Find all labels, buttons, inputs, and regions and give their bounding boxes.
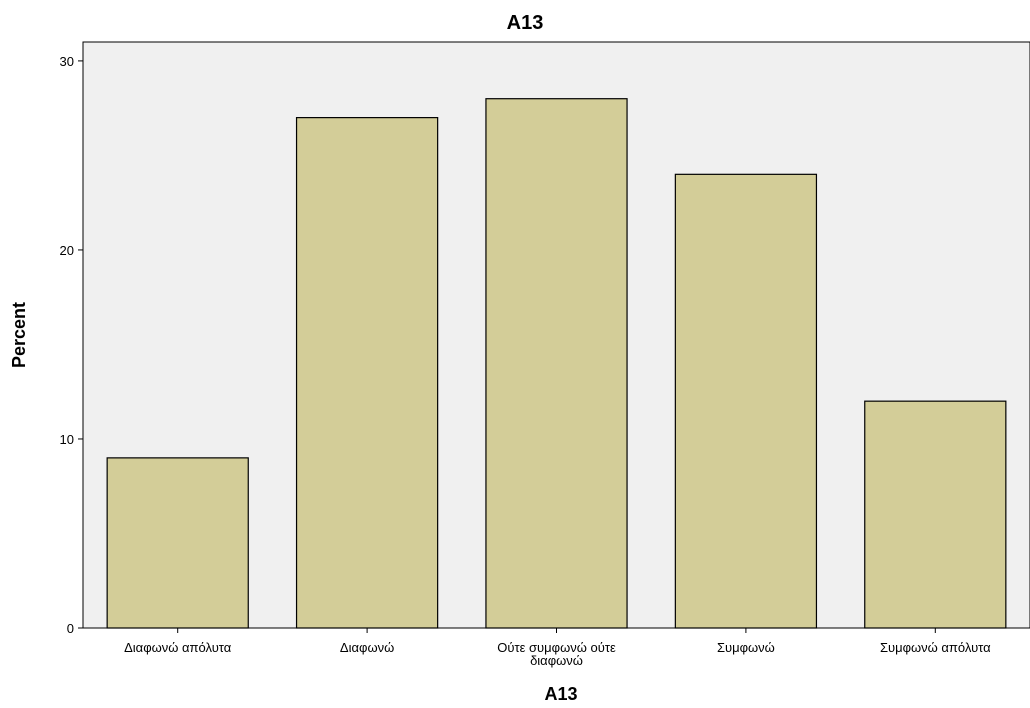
x-category-label: Διαφωνώ (340, 640, 394, 655)
y-tick-label: 20 (60, 243, 74, 258)
chart-title: A13 (507, 12, 544, 34)
y-tick-label: 10 (60, 432, 74, 447)
bar (864, 400, 1007, 629)
x-category-label-line: Συμφωνώ απόλυτα (880, 640, 991, 655)
x-category-label-line: Διαφωνώ απόλυτα (124, 640, 232, 655)
x-category-label: Συμφωνώ απόλυτα (880, 640, 991, 655)
y-tick-label: 30 (60, 54, 74, 69)
bar (106, 457, 249, 629)
y-axis-title: Percent (9, 302, 29, 368)
x-category-label: Διαφωνώ απόλυτα (124, 640, 232, 655)
x-category-label-line: Συμφωνώ (717, 640, 775, 655)
bars (106, 98, 1007, 629)
x-category-label-line: Διαφωνώ (340, 640, 394, 655)
bar (485, 98, 628, 629)
x-axis-title: A13 (544, 684, 577, 704)
y-axis: 0 10 20 30 (60, 42, 84, 636)
x-category-label: Συμφωνώ (717, 640, 775, 655)
x-axis: Διαφωνώ απόλυτα Διαφωνώ Ούτε συμφωνώ ούτε δ… (83, 627, 1030, 668)
y-tick-label: 0 (67, 621, 74, 636)
x-category-label-line: διαφωνώ (530, 653, 583, 668)
bar (295, 117, 439, 629)
bar (674, 173, 818, 629)
x-category-label: Ούτε συμφωνώ ούτε διαφωνώ (497, 640, 616, 668)
x-category-label-line: Ούτε συμφωνώ ούτε (497, 640, 616, 655)
